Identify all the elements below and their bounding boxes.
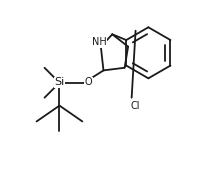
Text: Si: Si <box>54 77 65 87</box>
Text: NH: NH <box>92 37 106 47</box>
Text: O: O <box>85 77 92 87</box>
Text: Cl: Cl <box>130 102 140 111</box>
